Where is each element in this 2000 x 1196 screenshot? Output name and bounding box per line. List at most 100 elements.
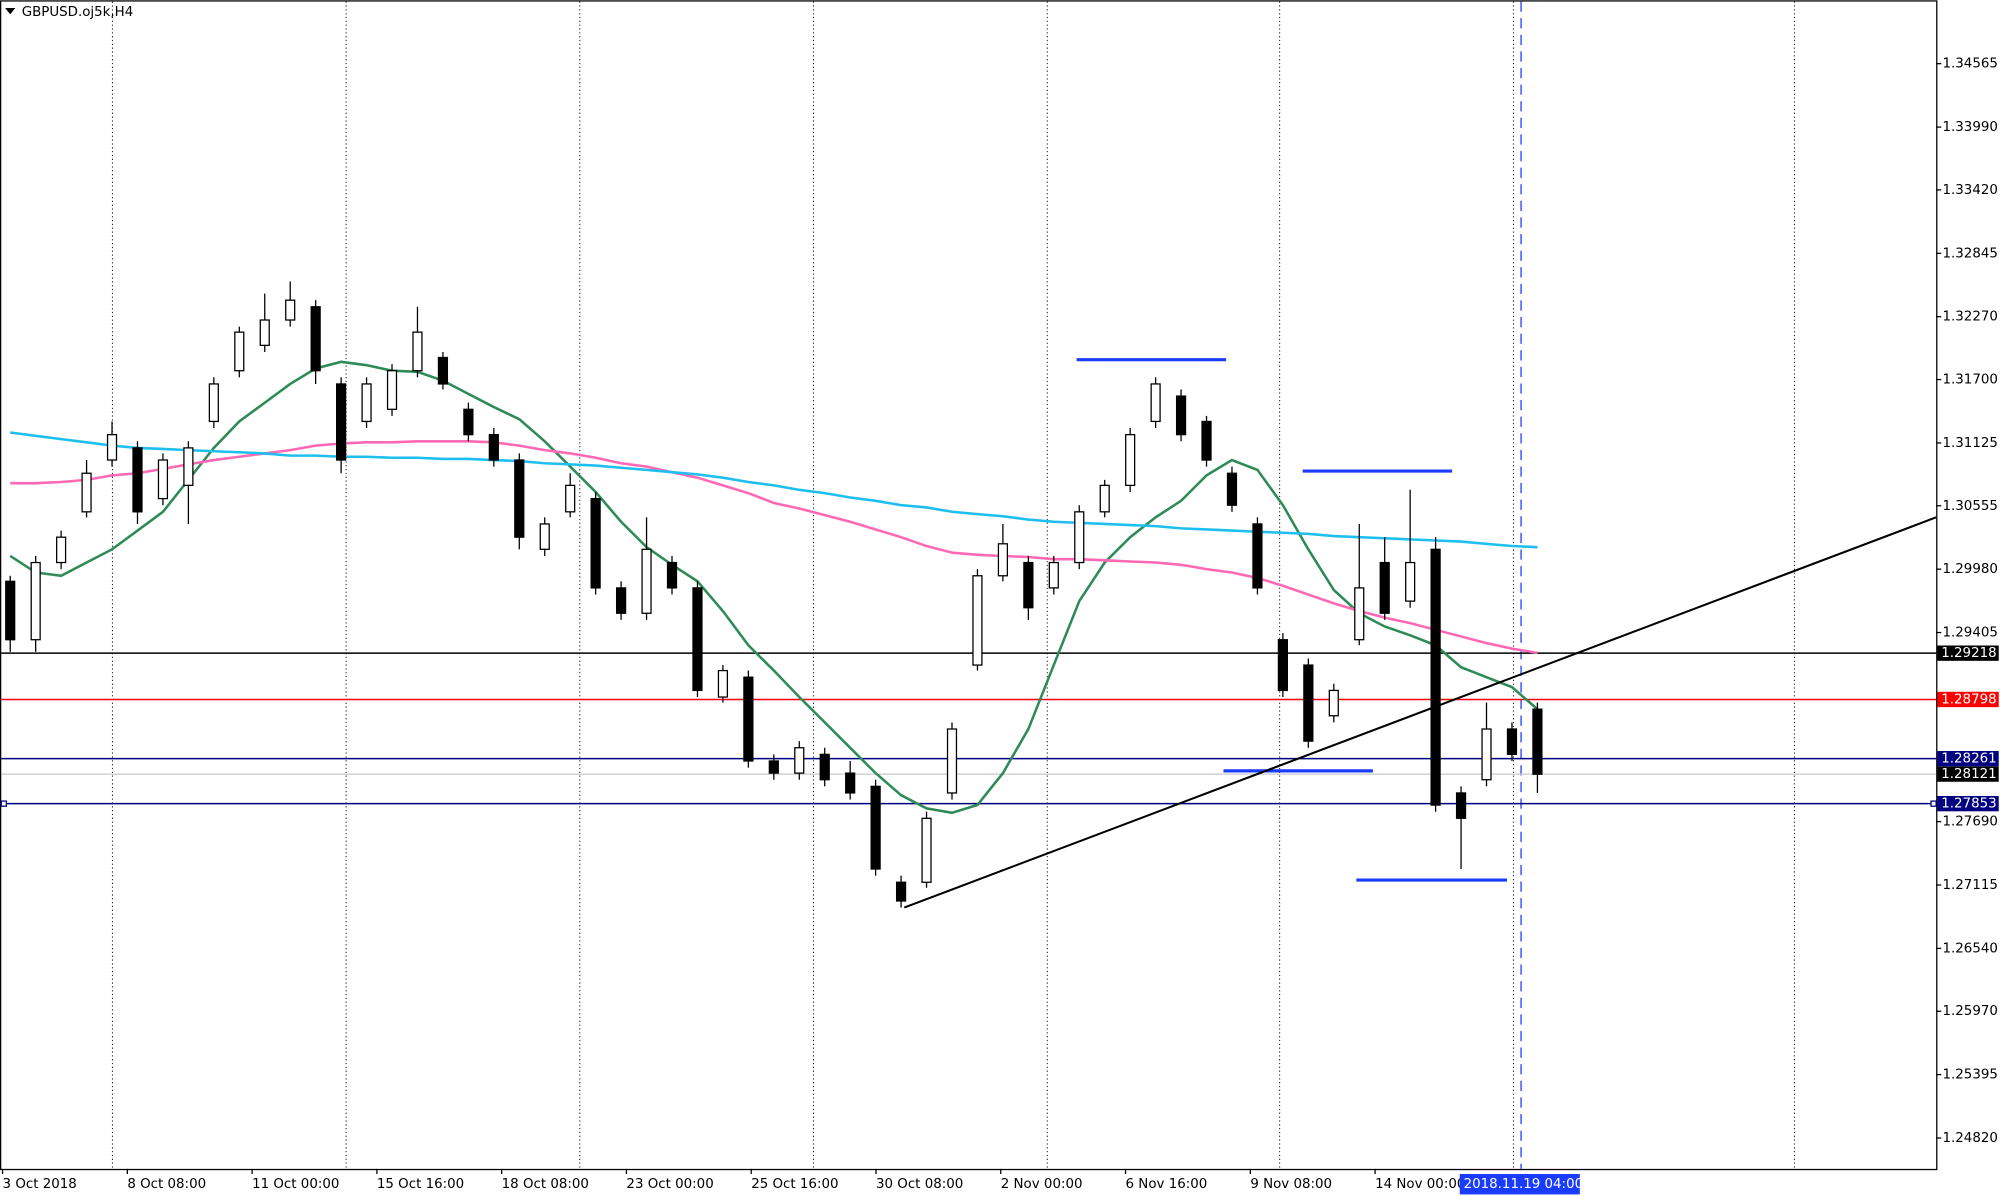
x-tick-label: 30 Oct 08:00 — [876, 1177, 963, 1192]
candle-body — [81, 472, 92, 513]
x-tick-label: 6 Nov 16:00 — [1126, 1177, 1208, 1192]
y-tick-label: 1.24820 — [1943, 1131, 1998, 1146]
candle-body — [1150, 383, 1161, 423]
candle-body — [106, 434, 118, 461]
candle-body — [794, 747, 805, 774]
line-handle — [0, 800, 8, 807]
x-tick-label: 11 Oct 00:00 — [252, 1177, 339, 1192]
y-tick-label: 1.33420 — [1943, 183, 1998, 198]
candle-body — [666, 561, 678, 589]
x-tick-label: 15 Oct 16:00 — [377, 1177, 464, 1192]
trendline — [903, 516, 1937, 909]
candle-body — [819, 753, 830, 781]
y-tick-label: 1.27690 — [1943, 815, 1998, 830]
candle-body — [30, 561, 41, 641]
candle-body — [1455, 792, 1467, 819]
x-tick-label: 2 Nov 00:00 — [1001, 1177, 1083, 1192]
candle-body — [1405, 561, 1416, 602]
cursor-label: 2018.11.19 04:00 — [1464, 1177, 1584, 1192]
candle-body — [234, 331, 245, 372]
y-tick-label: 1.31125 — [1943, 436, 1998, 451]
price-label-bg — [1937, 645, 1999, 661]
candle-body — [259, 319, 270, 346]
candle-body — [565, 484, 576, 513]
price-label-bg — [1937, 795, 1999, 812]
y-tick-label: 1.29980 — [1943, 562, 1998, 577]
x-tick-label: 18 Oct 08:00 — [502, 1177, 589, 1192]
menu-arrow[interactable] — [5, 7, 16, 15]
candle-body — [1074, 511, 1085, 564]
candle-body — [615, 587, 627, 614]
candle-body — [895, 881, 907, 902]
candle-body — [5, 580, 16, 641]
candle-body — [1048, 561, 1059, 589]
candle-body — [1277, 639, 1288, 692]
y-tick-label: 1.29405 — [1943, 626, 1998, 641]
candle-body — [1354, 587, 1365, 641]
candle-body — [845, 772, 856, 794]
candle-body — [1303, 664, 1314, 742]
candle-body — [972, 575, 983, 666]
y-tick-label: 1.32270 — [1943, 310, 1998, 325]
y-tick-label: 1.31700 — [1943, 373, 1998, 388]
candle-body — [361, 383, 372, 423]
candle-body — [1430, 548, 1441, 806]
candle-body — [1379, 561, 1390, 614]
moving-average — [9, 360, 1539, 815]
price-label: 1.28798 — [1941, 692, 1996, 707]
candle-body — [463, 408, 474, 436]
candle-body — [412, 331, 423, 372]
price-label: 1.29218 — [1941, 646, 1996, 661]
moving-average — [10, 431, 1538, 549]
candle-body — [336, 383, 347, 461]
candle-body — [1099, 484, 1110, 513]
candle-body — [717, 669, 729, 698]
x-tick-label: 23 Oct 00:00 — [626, 1177, 713, 1192]
x-tick-label: 3 Oct 2018 — [3, 1177, 77, 1192]
cursor-label-bg — [1459, 1173, 1580, 1195]
candle-body — [921, 817, 932, 883]
candle-body — [641, 548, 652, 614]
candle-body — [132, 447, 143, 513]
candle-body — [183, 447, 194, 487]
y-tick-label: 1.32845 — [1943, 246, 1998, 261]
y-tick-label: 1.25395 — [1943, 1068, 1998, 1083]
candle-body — [1328, 689, 1339, 717]
candle-body — [514, 459, 525, 538]
candle-body — [946, 728, 958, 794]
candle-body — [997, 543, 1009, 577]
candle-body — [1481, 728, 1492, 781]
candle-body — [870, 785, 881, 870]
y-tick-label: 1.27115 — [1943, 878, 1998, 893]
candle-body — [1125, 434, 1136, 487]
candle-body — [56, 536, 67, 564]
candle-body — [1532, 708, 1543, 775]
price-label-bg — [1937, 766, 1999, 782]
candle-body — [692, 587, 703, 692]
candle-body — [1226, 472, 1238, 506]
price-label-bg — [1937, 751, 1999, 767]
candle-body — [1506, 728, 1518, 756]
y-tick-label: 1.34565 — [1943, 57, 1998, 72]
candle-body — [488, 434, 499, 461]
x-tick-label: 14 Nov 00:00 — [1375, 1177, 1465, 1192]
candle-body — [743, 676, 754, 762]
candle-body — [768, 760, 779, 774]
candle-body — [1252, 523, 1263, 589]
y-tick-label: 1.26540 — [1943, 941, 1998, 956]
candle-body — [1023, 561, 1034, 609]
y-tick-label: 1.33990 — [1943, 120, 1998, 135]
candle-body — [437, 356, 449, 385]
x-tick-label: 8 Oct 08:00 — [127, 1177, 206, 1192]
candle-body — [310, 306, 321, 372]
y-tick-label: 1.30555 — [1943, 499, 1998, 514]
chart-title: GBPUSD.oj5k,H4 — [22, 5, 134, 20]
candle-body — [1175, 395, 1187, 436]
y-tick-label: 1.25970 — [1943, 1004, 1998, 1019]
line-handle — [1930, 800, 1937, 807]
price-label-bg — [1937, 691, 1999, 708]
x-tick-label: 9 Nov 08:00 — [1250, 1177, 1332, 1192]
candle-body — [208, 383, 219, 423]
